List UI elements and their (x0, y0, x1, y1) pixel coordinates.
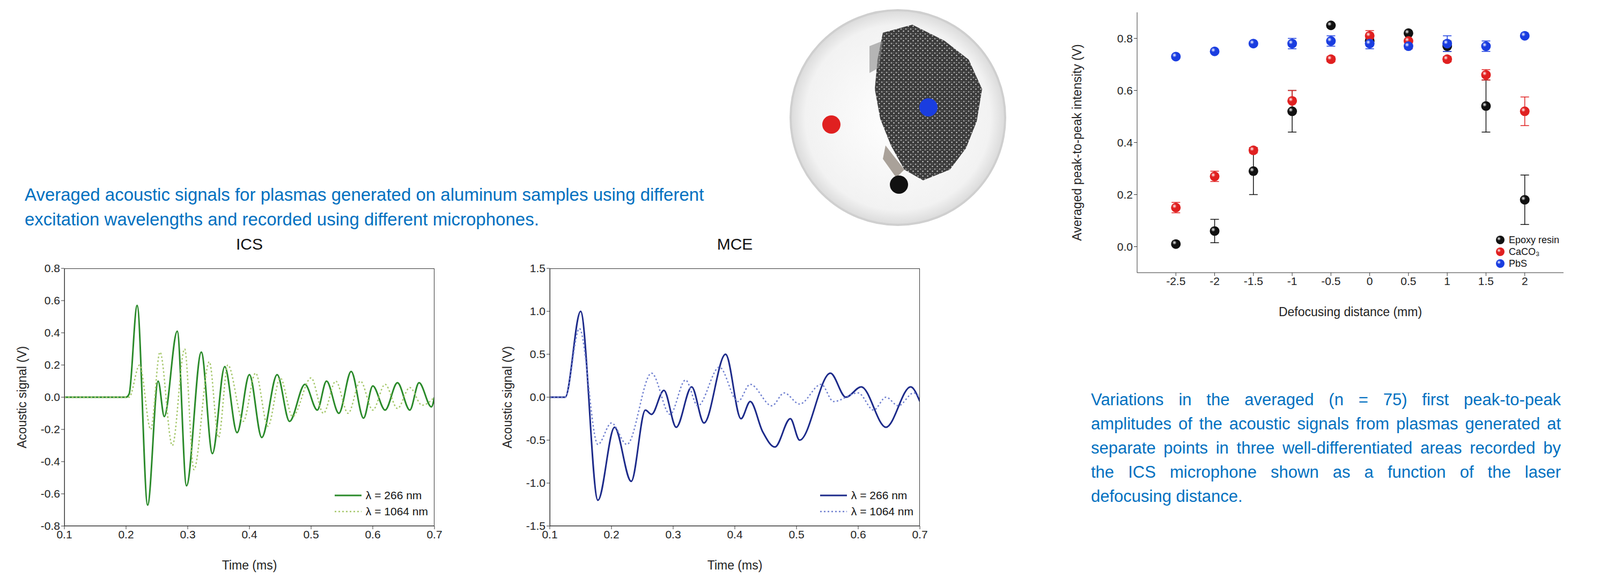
html-text:MCE: MCE (716, 234, 753, 253)
svg-text:0.6: 0.6 (364, 527, 381, 541)
html-text:CaCO₃: CaCO₃ (1508, 245, 1540, 257)
svg-text:-2.5: -2.5 (1166, 274, 1186, 287)
svg-text:0: 0 (1366, 274, 1374, 287)
svg-text:0.1: 0.1 (541, 527, 558, 541)
svg-text:0.7: 0.7 (911, 527, 928, 541)
html-text:Variations in the averaged (n: Variations in the averaged (n = 75) firs… (1090, 389, 1561, 506)
svg-text:-0.6: -0.6 (40, 487, 61, 500)
svg-text:Defocusing distance (mm): Defocusing distance (mm) (1278, 304, 1422, 319)
svg-text:0.4: 0.4 (241, 527, 258, 541)
svg-text:0.0: 0.0 (529, 390, 546, 403)
svg-text:0.6: 0.6 (44, 293, 61, 307)
svg-text:-1.0: -1.0 (526, 476, 546, 489)
svg-text:0.2: 0.2 (603, 527, 619, 541)
svg-text:1: 1 (1443, 274, 1451, 287)
html-text:PbS: PbS (1508, 257, 1528, 269)
html-text:λ = 1064 nm: λ = 1064 nm (851, 504, 914, 518)
svg-text:-0.8: -0.8 (40, 519, 61, 532)
svg-text:0.5: 0.5 (529, 347, 546, 360)
svg-text:1.0: 1.0 (529, 304, 546, 317)
svg-text:0.2: 0.2 (44, 358, 61, 371)
svg-text:-1.5: -1.5 (526, 519, 546, 532)
svg-text:0.0: 0.0 (1117, 240, 1133, 253)
svg-text:Time (ms): Time (ms) (222, 557, 278, 572)
svg-text:2: 2 (1521, 274, 1529, 287)
svg-text:-0.4: -0.4 (40, 454, 61, 468)
svg-text:-1.5: -1.5 (1243, 274, 1264, 287)
html-text:λ = 266 nm: λ = 266 nm (365, 488, 422, 501)
svg-text:0.6: 0.6 (850, 527, 866, 541)
svg-text:0.7: 0.7 (426, 527, 442, 541)
svg-text:0.0: 0.0 (44, 390, 61, 403)
svg-text:0.5: 0.5 (788, 527, 805, 541)
svg-text:0.5: 0.5 (1400, 274, 1417, 287)
svg-text:0.8: 0.8 (44, 261, 61, 275)
svg-text:0.1: 0.1 (56, 527, 73, 541)
html-text:Averaged acoustic signals for: Averaged acoustic signals for plasmas ge… (24, 184, 704, 230)
svg-text:-1: -1 (1287, 274, 1298, 287)
html-text:ICS: ICS (236, 234, 263, 253)
svg-text:0.6: 0.6 (1117, 84, 1133, 97)
svg-text:Acoustic signal (V): Acoustic signal (V) (500, 345, 515, 448)
svg-text:Averaged peak-to-peak intensit: Averaged peak-to-peak intensity (V) (1070, 43, 1085, 241)
svg-text:0.2: 0.2 (1117, 188, 1133, 201)
svg-text:0.5: 0.5 (303, 527, 319, 541)
svg-text:0.4: 0.4 (726, 527, 743, 541)
html-text:λ = 266 nm: λ = 266 nm (851, 488, 908, 501)
svg-text:-0.5: -0.5 (526, 433, 546, 446)
svg-text:-0.5: -0.5 (1321, 274, 1341, 287)
svg-text:Time (ms): Time (ms) (707, 557, 763, 572)
svg-text:1.5: 1.5 (529, 261, 546, 275)
svg-text:0.4: 0.4 (44, 326, 61, 339)
svg-text:0.3: 0.3 (665, 527, 681, 541)
svg-text:1.5: 1.5 (1478, 274, 1494, 287)
svg-text:-2: -2 (1209, 274, 1220, 287)
svg-text:Acoustic signal (V): Acoustic signal (V) (15, 345, 29, 448)
html-text:λ = 1064 nm: λ = 1064 nm (365, 504, 429, 518)
svg-text:0.2: 0.2 (118, 527, 134, 541)
html-text:Epoxy resin: Epoxy resin (1508, 234, 1560, 245)
svg-text:0.3: 0.3 (179, 527, 196, 541)
svg-text:0.8: 0.8 (1117, 32, 1133, 45)
svg-text:0.4: 0.4 (1117, 136, 1134, 149)
svg-text:-0.2: -0.2 (40, 422, 61, 435)
